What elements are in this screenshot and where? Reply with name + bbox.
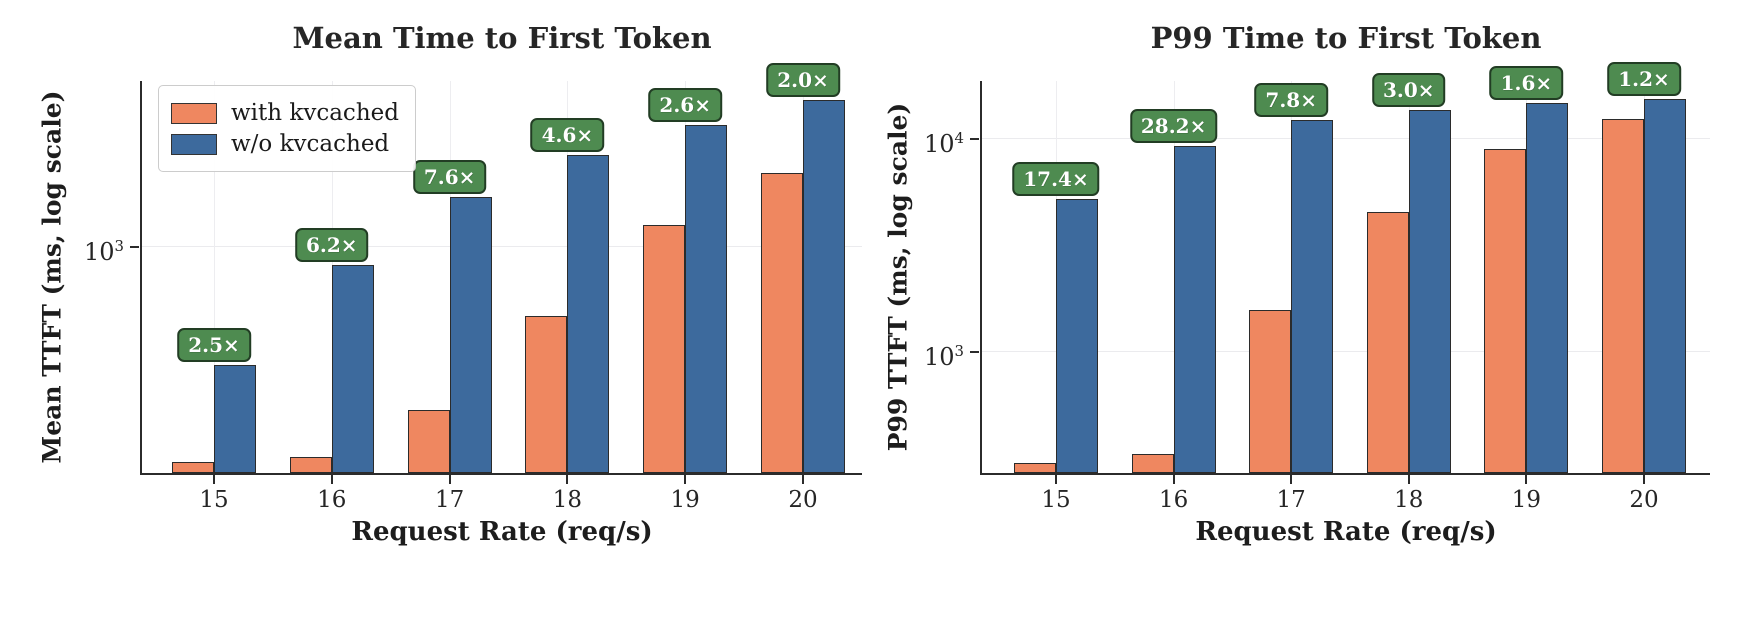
chart-title: Mean Time to First Token (292, 21, 712, 55)
legend-swatch-with-kvcached (171, 102, 217, 124)
bar-wo-kvcached-15 (1056, 199, 1098, 473)
x-tick-label-17: 17 (1276, 487, 1306, 513)
bar-wo-kvcached-17 (449, 196, 492, 473)
bar-with-kvcached-18 (1366, 211, 1409, 473)
x-tick-label-20: 20 (788, 487, 818, 513)
x-tick-mark (212, 475, 216, 485)
x-tick-mark (1290, 475, 1293, 485)
x-axis-label: Request Rate (req/s) (351, 517, 653, 547)
x-tick-label-17: 17 (434, 487, 465, 513)
bar-with-kvcached-17 (1249, 310, 1292, 473)
legend-label-with-kvcached: with kvcached (231, 100, 399, 126)
x-tick-mark (1054, 475, 1058, 485)
y-tick-mark (970, 350, 979, 353)
legend-swatch-wo-kvcached (171, 133, 217, 155)
x-tick-label-18: 18 (552, 487, 583, 513)
chart-p99-ttft: P99 Time to First Token P99 TTFT (ms, lo… (884, 21, 1710, 547)
bar-with-kvcached-20 (761, 172, 803, 473)
y-tick-label: 104 (923, 128, 964, 158)
bar-wo-kvcached-19 (1526, 102, 1569, 473)
x-tick-label-15: 15 (1041, 487, 1071, 513)
bar-with-kvcached-20 (1602, 119, 1644, 473)
bar-with-kvcached-17 (407, 410, 450, 473)
y-tick-label: 103 (923, 341, 964, 371)
chart-mean-ttft: Mean Time to First Token Mean TTFT (ms, … (38, 21, 862, 547)
bar-wo-kvcached-20 (1644, 99, 1686, 473)
bar-with-kvcached-15 (1014, 463, 1056, 473)
bar-wo-kvcached-18 (1408, 109, 1451, 473)
x-axis-line (979, 473, 1710, 476)
gridline-horizontal (142, 246, 862, 248)
legend-item-wo-kvcached: w/o kvcached (171, 131, 399, 157)
speedup-badge-15: 2.5× (177, 328, 251, 363)
bar-with-kvcached-18 (525, 315, 568, 473)
bar-wo-kvcached-18 (567, 154, 610, 473)
x-tick-label-19: 19 (1511, 487, 1542, 513)
bar-wo-kvcached-17 (1291, 120, 1334, 473)
legend-label-wo-kvcached: w/o kvcached (231, 131, 390, 157)
gridline-vertical (214, 81, 215, 473)
speedup-badge-19: 1.6× (1489, 65, 1564, 100)
y-tick-mark (130, 245, 139, 248)
y-axis-label: P99 TTFT (ms, log scale) (883, 102, 913, 452)
x-tick-mark (330, 475, 333, 485)
bar-wo-kvcached-16 (331, 264, 374, 473)
bar-wo-kvcached-15 (214, 365, 256, 473)
x-tick-mark (684, 475, 687, 485)
bar-with-kvcached-19 (1484, 148, 1527, 473)
y-tick-label: 103 (83, 236, 124, 266)
y-axis-line (139, 81, 142, 476)
x-axis-label: Request Rate (req/s) (1195, 517, 1497, 547)
bar-with-kvcached-15 (172, 461, 214, 473)
speedup-badge-16: 28.2× (1129, 108, 1218, 143)
x-tick-mark (801, 475, 805, 485)
x-tick-label-15: 15 (199, 487, 229, 513)
bar-with-kvcached-16 (1131, 454, 1174, 473)
chart-title: P99 Time to First Token (1150, 21, 1542, 55)
speedup-badge-16: 6.2× (295, 227, 369, 262)
x-tick-mark (1172, 475, 1175, 485)
bar-with-kvcached-16 (289, 457, 332, 473)
legend: with kvcached w/o kvcached (158, 85, 416, 172)
speedup-badge-20: 2.0× (766, 62, 840, 97)
plot-area: 17.4× 28.2× 7.8× 3.0× 1.6× 1.2× 103 104 15 16 17 18… (924, 62, 1710, 513)
speedup-badge-15: 17.4× (1012, 162, 1100, 197)
x-tick-label-20: 20 (1629, 487, 1659, 513)
y-tick-mark (970, 137, 979, 140)
bar-wo-kvcached-20 (803, 99, 845, 473)
x-tick-mark (448, 475, 451, 485)
x-tick-label-16: 16 (317, 487, 347, 513)
speedup-badge-18: 3.0× (1372, 72, 1446, 107)
speedup-badge-17: 7.8× (1254, 83, 1328, 118)
speedup-badge-20: 1.2× (1607, 62, 1681, 97)
legend-item-with-kvcached: with kvcached (171, 100, 399, 126)
bar-wo-kvcached-19 (685, 124, 728, 473)
gridline-horizontal (982, 351, 1710, 353)
x-axis-line (139, 473, 862, 476)
bar-wo-kvcached-16 (1173, 145, 1216, 473)
speedup-badge-19: 2.6× (648, 87, 722, 122)
x-tick-label-18: 18 (1394, 487, 1424, 513)
speedup-badge-17: 7.6× (412, 159, 487, 194)
x-tick-mark (566, 475, 569, 485)
y-axis-line (979, 81, 982, 476)
x-tick-mark (1525, 475, 1528, 485)
gridline-horizontal (982, 138, 1710, 140)
y-axis-label: Mean TTFT (ms, log scale) (37, 90, 67, 464)
bar-with-kvcached-19 (643, 224, 686, 473)
speedup-badge-18: 4.6× (530, 117, 605, 152)
plot-area: with kvcached w/o kvcached 2.5× 6.2× 7.6× 4… (84, 62, 862, 513)
x-tick-label-19: 19 (670, 487, 700, 513)
x-tick-label-16: 16 (1158, 487, 1189, 513)
x-tick-mark (1642, 475, 1646, 485)
x-tick-mark (1407, 475, 1410, 485)
